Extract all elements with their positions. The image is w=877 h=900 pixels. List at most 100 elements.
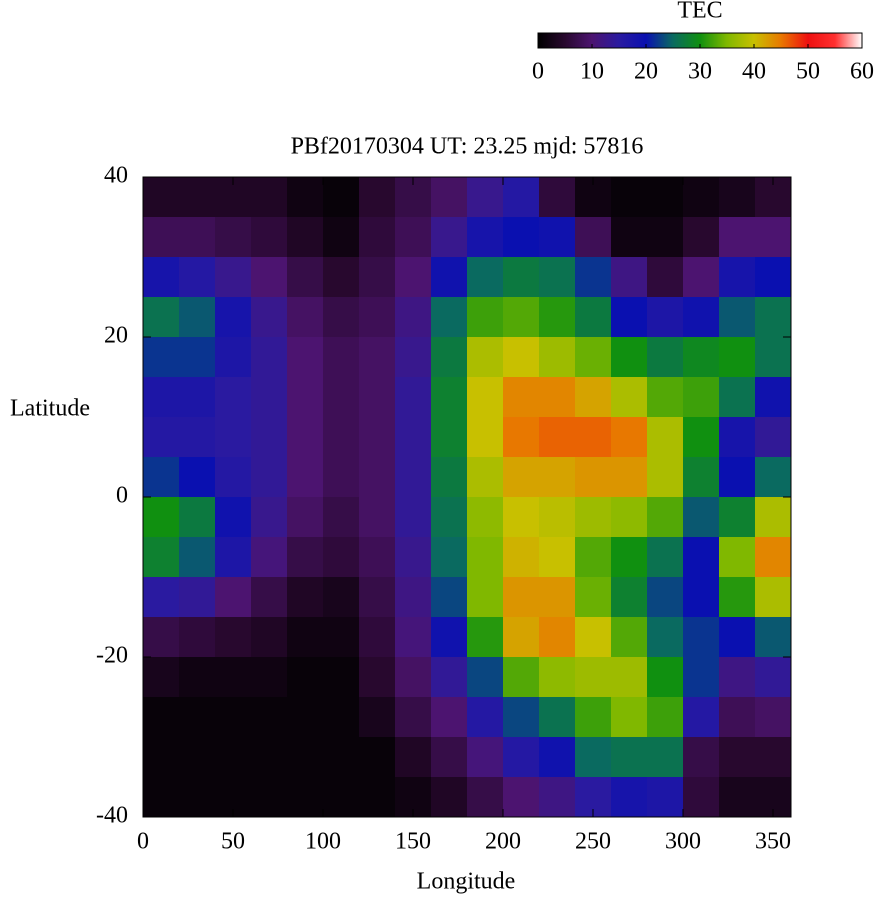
- heatmap-cell: [179, 497, 216, 538]
- heatmap-cell: [323, 657, 360, 698]
- heatmap-cell: [359, 217, 396, 258]
- heatmap-cell: [755, 417, 792, 458]
- heatmap-cell: [431, 457, 468, 498]
- heatmap-cell: [683, 377, 720, 418]
- heatmap-cell: [647, 497, 684, 538]
- heatmap-cell: [179, 337, 216, 378]
- heatmap-cell: [179, 457, 216, 498]
- heatmap-cell: [215, 657, 252, 698]
- heatmap-cell: [755, 497, 792, 538]
- heatmap-cell: [179, 577, 216, 618]
- heatmap-cell: [179, 417, 216, 458]
- heatmap-cell: [143, 337, 180, 378]
- heatmap-cell: [539, 457, 576, 498]
- heatmap-cell: [611, 377, 648, 418]
- heatmap-cell: [395, 217, 432, 258]
- heatmap-cell: [287, 497, 324, 538]
- heatmap-cell: [143, 737, 180, 778]
- heatmap-cell: [647, 537, 684, 578]
- heatmap-cell: [647, 577, 684, 618]
- heatmap-cell: [755, 617, 792, 658]
- heatmap-cell: [251, 537, 288, 578]
- heatmap-cell: [215, 737, 252, 778]
- heatmap-cell: [755, 737, 792, 778]
- heatmap-cell: [683, 297, 720, 338]
- heatmap-cell: [251, 377, 288, 418]
- heatmap-cell: [575, 457, 612, 498]
- heatmap-cell: [395, 377, 432, 418]
- heatmap-cell: [395, 697, 432, 738]
- heatmap-cell: [431, 657, 468, 698]
- heatmap-cell: [215, 697, 252, 738]
- chart-title: PBf20170304 UT: 23.25 mjd: 57816: [291, 134, 644, 160]
- heatmap-cell: [323, 417, 360, 458]
- heatmap-cell: [395, 297, 432, 338]
- heatmap-cell: [719, 497, 756, 538]
- heatmap-cell: [395, 657, 432, 698]
- heatmap-cell: [431, 777, 468, 818]
- heatmap-cell: [251, 417, 288, 458]
- heatmap-cell: [503, 737, 540, 778]
- heatmap-cell: [467, 617, 504, 658]
- heatmap-cell: [179, 737, 216, 778]
- heatmap-cell: [719, 217, 756, 258]
- heatmap-cell: [143, 177, 180, 218]
- heatmap-cell: [539, 777, 576, 818]
- heatmap-cell: [143, 617, 180, 658]
- heatmap-cell: [359, 777, 396, 818]
- heatmap-cell: [647, 777, 684, 818]
- heatmap-cell: [755, 377, 792, 418]
- heatmap-cell: [467, 457, 504, 498]
- heatmap-cell: [431, 737, 468, 778]
- heatmap-cell: [647, 377, 684, 418]
- heatmap-cell: [359, 657, 396, 698]
- heatmap-cell: [431, 417, 468, 458]
- heatmap-cell: [719, 417, 756, 458]
- heatmap-cell: [215, 577, 252, 618]
- heatmap-cell: [251, 297, 288, 338]
- heatmap-cell: [143, 537, 180, 578]
- heatmap-cell: [215, 257, 252, 298]
- heatmap-cell: [719, 617, 756, 658]
- heatmap-cell: [287, 337, 324, 378]
- heatmap-cell: [611, 297, 648, 338]
- heatmap-cell: [503, 777, 540, 818]
- heatmap-cell: [395, 617, 432, 658]
- heatmap-cell: [503, 297, 540, 338]
- heatmap-cell: [467, 257, 504, 298]
- heatmap-cell: [431, 297, 468, 338]
- heatmap-cell: [395, 337, 432, 378]
- heatmap-cell: [287, 177, 324, 218]
- heatmap-cell: [467, 537, 504, 578]
- heatmap-cell: [359, 697, 396, 738]
- heatmap-cell: [575, 497, 612, 538]
- colorbar-tick-label: 30: [688, 59, 712, 85]
- heatmap-cell: [323, 617, 360, 658]
- heatmap-cell: [323, 777, 360, 818]
- heatmap-cell: [143, 697, 180, 738]
- heatmap-cell: [503, 377, 540, 418]
- heatmap-cell: [287, 257, 324, 298]
- heatmap-cell: [179, 537, 216, 578]
- heatmap-cell: [143, 577, 180, 618]
- heatmap-cell: [431, 537, 468, 578]
- heatmap-cell: [287, 697, 324, 738]
- heatmap-cell: [575, 417, 612, 458]
- heatmap-cell: [719, 577, 756, 618]
- heatmap-cell: [467, 217, 504, 258]
- heatmap-cell: [539, 257, 576, 298]
- heatmap-cell: [755, 537, 792, 578]
- heatmap-cell: [467, 177, 504, 218]
- heatmap-cell: [503, 337, 540, 378]
- heatmap-cell: [611, 537, 648, 578]
- heatmap-cell: [395, 417, 432, 458]
- heatmap-cell: [539, 217, 576, 258]
- heatmap-cell: [575, 377, 612, 418]
- heatmap-cell: [611, 777, 648, 818]
- heatmap-cell: [395, 457, 432, 498]
- heatmap-cell: [539, 697, 576, 738]
- heatmap-cell: [755, 217, 792, 258]
- heatmap-cell: [683, 417, 720, 458]
- colorbar-tick-label: 10: [580, 59, 604, 85]
- heatmap-cell: [575, 297, 612, 338]
